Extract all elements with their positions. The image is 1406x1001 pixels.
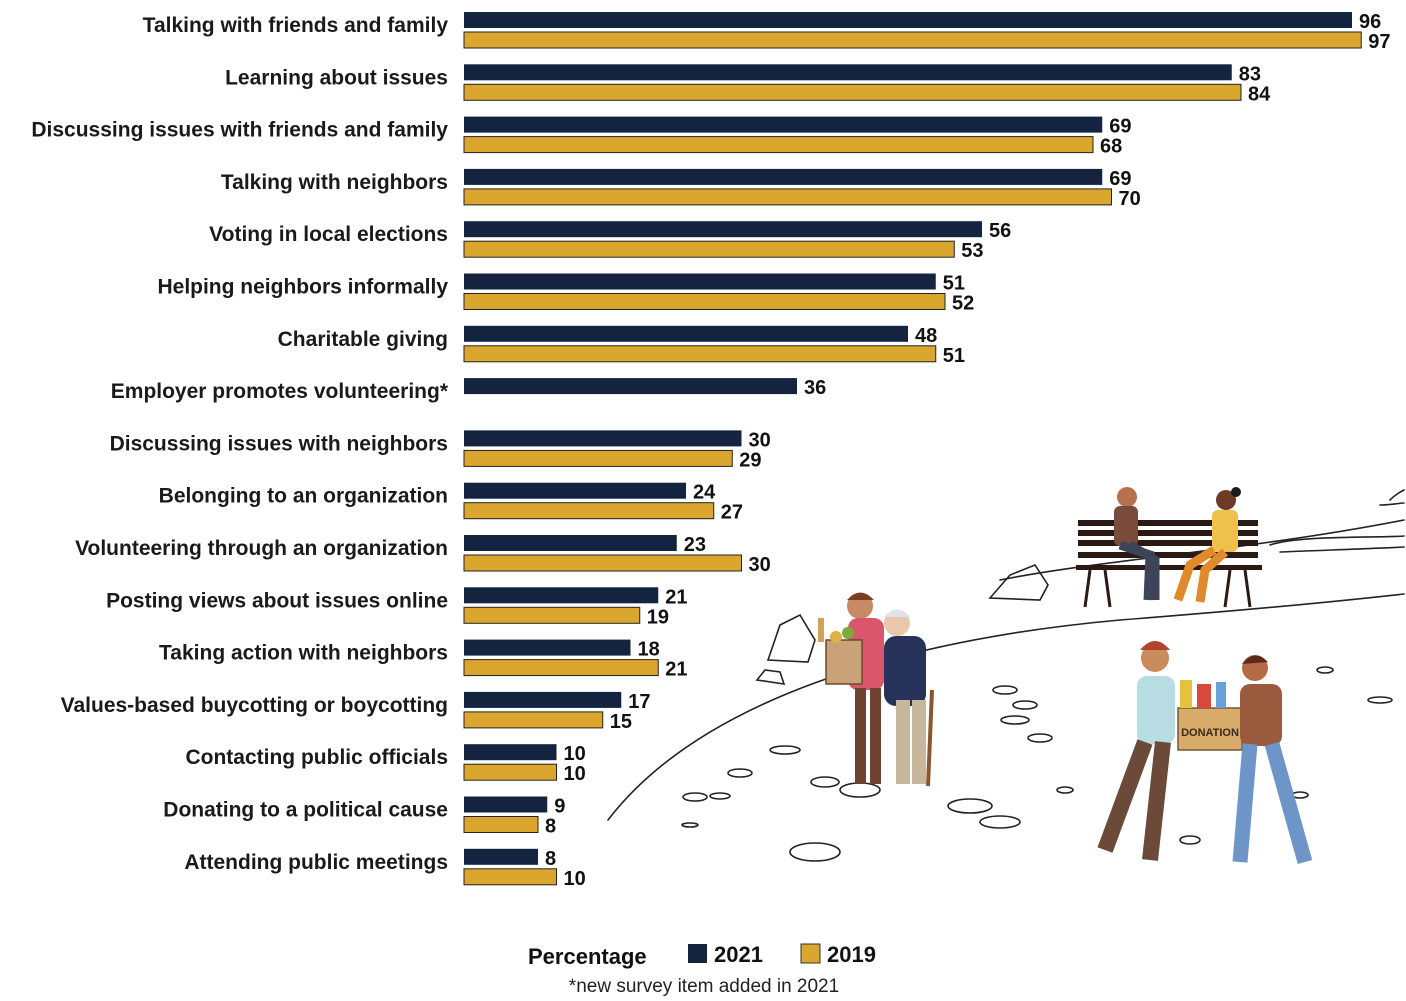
pebbles-icon xyxy=(681,666,1393,862)
value-label-2019-values-based-buycotting-or-boycotting: 15 xyxy=(610,711,632,733)
bar-2021-talking-with-friends-and-family xyxy=(464,12,1352,28)
bar-2021-volunteering-through-an-organization xyxy=(464,535,677,551)
bar-2019-learning-about-issues xyxy=(463,83,1242,101)
value-label-2019-talking-with-neighbors: 70 xyxy=(1119,188,1141,210)
value-label-2021-taking-action-with-neighbors: 18 xyxy=(638,639,660,661)
value-label-2021-employer-promotes-volunteering: 36 xyxy=(804,377,826,399)
value-label-2021-attending-public-meetings: 8 xyxy=(545,848,556,870)
value-label-2021-discussing-issues-with-neighbors: 30 xyxy=(749,429,771,451)
value-label-2021-helping-neighbors-informally: 51 xyxy=(943,273,965,295)
value-label-2019-learning-about-issues: 84 xyxy=(1248,83,1271,105)
value-label-2019-posting-views-about-issues-online: 19 xyxy=(647,606,669,628)
bar-2019-helping-neighbors-informally xyxy=(463,293,946,310)
bar-2019-talking-with-neighbors xyxy=(463,188,1112,206)
category-label-discussing-issues-with-neighbors: Discussing issues with neighbors xyxy=(110,432,448,455)
bar-2021-values-based-buycotting-or-boycotting xyxy=(464,691,622,708)
value-label-2021-volunteering-through-an-organization: 23 xyxy=(684,534,706,556)
donation-box-label: DONATION xyxy=(1181,727,1239,739)
value-label-2019-charitable-giving: 51 xyxy=(943,345,965,367)
bar-2019-posting-views-about-issues-online xyxy=(463,606,641,624)
category-label-employer-promotes-volunteering: Employer promotes volunteering* xyxy=(111,380,449,403)
value-label-2021-values-based-buycotting-or-boycotting: 17 xyxy=(628,691,650,713)
category-label-charitable-giving: Charitable giving xyxy=(278,328,448,351)
value-label-2019-belonging-to-an-organization: 27 xyxy=(721,502,743,524)
category-label-learning-about-issues: Learning about issues xyxy=(225,66,448,89)
bar-2021-posting-views-about-issues-online xyxy=(464,587,659,604)
category-label-helping-neighbors-informally: Helping neighbors informally xyxy=(157,276,448,299)
bar-2021-helping-neighbors-informally xyxy=(464,273,936,290)
category-label-belonging-to-an-organization: Belonging to an organization xyxy=(159,485,448,508)
bar-2019-talking-with-friends-and-family xyxy=(463,31,1362,49)
bar-2021-contacting-public-officials xyxy=(464,744,557,761)
elderly-help-icon xyxy=(818,592,934,787)
value-label-2019-donating-to-a-political-cause: 8 xyxy=(545,816,556,838)
bar-2019-discussing-issues-with-friends-and-family xyxy=(463,136,1094,154)
value-label-2021-talking-with-neighbors: 69 xyxy=(1109,168,1131,190)
bar-2021-employer-promotes-volunteering xyxy=(464,378,797,395)
value-label-2021-contacting-public-officials: 10 xyxy=(564,743,586,765)
legend-swatch-2021 xyxy=(688,944,707,963)
category-label-attending-public-meetings: Attending public meetings xyxy=(184,851,448,874)
category-label-taking-action-with-neighbors: Taking action with neighbors xyxy=(159,642,448,665)
value-label-2021-posting-views-about-issues-online: 21 xyxy=(665,586,687,608)
value-label-2019-contacting-public-officials: 10 xyxy=(564,763,586,785)
bar-2021-charitable-giving xyxy=(464,325,908,342)
legend-label-2019: 2019 xyxy=(827,942,876,967)
donation-box-icon: DONATION xyxy=(1097,641,1313,865)
category-label-contacting-public-officials: Contacting public officials xyxy=(185,746,448,769)
bar-2019-donating-to-a-political-cause xyxy=(463,816,539,833)
value-label-2019-discussing-issues-with-friends-and-family: 68 xyxy=(1100,136,1122,158)
legend-label-2021: 2021 xyxy=(714,942,763,967)
value-label-2019-voting-in-local-elections: 53 xyxy=(961,240,983,262)
bar-2021-discussing-issues-with-friends-and-family xyxy=(464,116,1103,133)
value-label-2021-belonging-to-an-organization: 24 xyxy=(693,482,716,504)
bar-2019-discussing-issues-with-neighbors xyxy=(463,449,733,467)
bar-2021-belonging-to-an-organization xyxy=(464,482,686,499)
bar-2019-contacting-public-officials xyxy=(463,763,557,781)
value-label-2021-learning-about-issues: 83 xyxy=(1239,63,1261,85)
bar-2019-voting-in-local-elections xyxy=(463,240,955,258)
category-label-values-based-buycotting-or-boycotting: Values-based buycotting or boycotting xyxy=(61,694,448,717)
category-label-discussing-issues-with-friends-and-family: Discussing issues with friends and famil… xyxy=(31,119,448,142)
bar-2019-charitable-giving xyxy=(463,345,937,363)
bar-2021-learning-about-issues xyxy=(464,64,1232,81)
bar-2021-discussing-issues-with-neighbors xyxy=(464,430,742,447)
value-label-2019-attending-public-meetings: 10 xyxy=(564,868,586,890)
category-label-volunteering-through-an-organization: Volunteering through an organization xyxy=(75,537,448,560)
value-label-2021-donating-to-a-political-cause: 9 xyxy=(554,796,565,818)
bar-2021-talking-with-neighbors xyxy=(464,168,1103,185)
value-label-2019-helping-neighbors-informally: 52 xyxy=(952,293,974,315)
bar-2019-values-based-buycotting-or-boycotting xyxy=(463,711,604,729)
value-label-2021-discussing-issues-with-friends-and-family: 69 xyxy=(1109,116,1131,138)
value-label-2021-charitable-giving: 48 xyxy=(915,325,937,347)
bar-2021-voting-in-local-elections xyxy=(464,221,982,238)
bar-2021-donating-to-a-political-cause xyxy=(464,796,548,813)
category-label-voting-in-local-elections: Voting in local elections xyxy=(209,223,448,246)
community-illustration-icon: DONATION xyxy=(607,487,1405,865)
value-label-2021-voting-in-local-elections: 56 xyxy=(989,220,1011,242)
category-label-talking-with-neighbors: Talking with neighbors xyxy=(221,171,448,194)
value-label-2019-discussing-issues-with-neighbors: 29 xyxy=(739,449,761,471)
bar-2019-volunteering-through-an-organization xyxy=(463,554,742,572)
footnote: *new survey item added in 2021 xyxy=(569,976,839,996)
bar-2021-attending-public-meetings xyxy=(464,848,538,865)
value-label-2019-volunteering-through-an-organization: 30 xyxy=(749,554,771,576)
bench-conversation-icon xyxy=(1076,487,1262,608)
category-label-donating-to-a-political-cause: Donating to a political cause xyxy=(163,799,448,822)
bar-2019-belonging-to-an-organization xyxy=(463,502,715,520)
bar-2019-attending-public-meetings xyxy=(463,868,557,886)
value-label-2019-talking-with-friends-and-family: 97 xyxy=(1368,31,1390,53)
value-label-2019-taking-action-with-neighbors: 21 xyxy=(665,659,687,681)
category-label-posting-views-about-issues-online: Posting views about issues online xyxy=(106,589,448,612)
legend-title: Percentage xyxy=(528,944,647,969)
value-label-2021-talking-with-friends-and-family: 96 xyxy=(1359,11,1381,33)
legend-swatch-2019 xyxy=(800,943,821,964)
category-label-talking-with-friends-and-family: Talking with friends and family xyxy=(143,14,449,37)
bar-2021-taking-action-with-neighbors xyxy=(464,639,631,656)
bar-2019-taking-action-with-neighbors xyxy=(463,659,659,677)
